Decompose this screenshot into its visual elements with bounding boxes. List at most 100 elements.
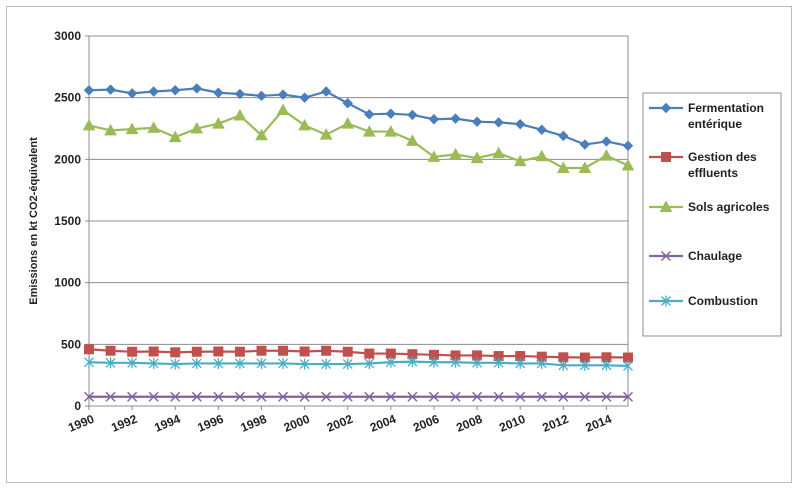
point-combustion (450, 356, 461, 368)
point-sols-agricoles (492, 146, 505, 159)
point-fermentation-enterique (191, 83, 203, 94)
point-combustion (342, 358, 353, 370)
point-combustion (407, 356, 418, 368)
point-chaulage (321, 391, 332, 402)
point-sols-agricoles (82, 118, 96, 131)
point-gestion-des-effluents (278, 345, 289, 356)
legend-label-combustion: Combustion (688, 294, 758, 308)
x-tick-label: 1996 (195, 412, 225, 435)
point-gestion-des-effluents (364, 348, 375, 359)
point-sols-agricoles (233, 109, 247, 121)
point-fermentation-enterique (536, 124, 547, 135)
point-gestion-des-effluents (256, 345, 267, 356)
point-fermentation-enterique (148, 86, 159, 97)
point-combustion (256, 357, 267, 369)
x-tick-label: 1994 (152, 412, 182, 435)
point-combustion (299, 358, 310, 370)
point-gestion-des-effluents (148, 346, 159, 357)
point-combustion (623, 360, 633, 372)
point-sols-agricoles (406, 134, 419, 146)
legend-label-fermentation-enterique: Fermentation (688, 101, 764, 115)
point-fermentation-enterique (342, 98, 353, 109)
y-axis-label: Emissions en kt CO2-équivalent (28, 137, 40, 305)
point-combustion (278, 357, 288, 369)
point-combustion (536, 357, 547, 369)
point-combustion (234, 357, 245, 369)
point-combustion (84, 356, 94, 368)
point-sols-agricoles (319, 128, 333, 140)
point-sols-agricoles (621, 158, 635, 171)
point-chaulage (342, 391, 353, 402)
point-chaulage (364, 391, 375, 402)
y-tick-label: 1000 (54, 276, 81, 290)
legend-label-gestion-des-effluents: effluents (688, 166, 738, 180)
point-sols-agricoles (362, 125, 376, 137)
series-line-combustion (88, 360, 629, 368)
point-fermentation-enterique (385, 108, 397, 119)
y-tick-label: 1500 (54, 214, 81, 228)
point-sols-agricoles (190, 121, 204, 134)
point-sols-agricoles (470, 151, 484, 164)
point-chaulage (493, 391, 504, 402)
point-chaulage (536, 391, 547, 402)
x-tick-label: 1990 (66, 412, 96, 435)
point-fermentation-enterique (277, 89, 289, 100)
point-sols-agricoles (449, 147, 462, 160)
point-chaulage (127, 391, 138, 402)
point-combustion (127, 357, 138, 369)
y-tick-label: 2000 (54, 152, 81, 166)
point-combustion (493, 357, 504, 369)
point-chaulage (407, 391, 418, 402)
legend-label-sols-agricoles: Sols agricoles (688, 200, 770, 214)
point-combustion (321, 358, 332, 370)
legend-label-gestion-des-effluents: Gestion des (688, 150, 757, 164)
x-tick-label: 1998 (239, 412, 269, 435)
point-combustion (191, 357, 202, 369)
point-combustion (385, 356, 396, 368)
point-chaulage (601, 391, 612, 402)
x-tick-label: 2004 (368, 412, 398, 435)
point-fermentation-enterique (83, 85, 95, 96)
point-sols-agricoles (276, 103, 290, 115)
point-sols-agricoles (513, 154, 527, 167)
point-fermentation-enterique (234, 88, 246, 100)
point-sols-agricoles (600, 149, 613, 161)
point-sols-agricoles (255, 128, 268, 141)
x-tick-label: 2012 (540, 412, 570, 435)
point-gestion-des-effluents (321, 345, 332, 356)
point-sols-agricoles (147, 121, 161, 133)
point-chaulage (472, 391, 483, 402)
point-combustion (579, 359, 590, 371)
point-sols-agricoles (578, 161, 592, 173)
point-gestion-des-effluents (213, 346, 224, 357)
point-combustion (601, 359, 612, 371)
point-gestion-des-effluents (127, 346, 138, 357)
point-fermentation-enterique (407, 109, 418, 121)
legend-marker-chaulage (660, 250, 672, 262)
point-combustion (148, 357, 159, 369)
point-sols-agricoles (535, 149, 549, 162)
point-chaulage (148, 391, 159, 402)
point-chaulage (558, 391, 569, 402)
point-sols-agricoles (298, 118, 311, 131)
point-sols-agricoles (384, 125, 398, 137)
x-tick-label: 2002 (325, 412, 355, 435)
legend-label-fermentation-enterique: entérique (688, 117, 742, 131)
y-tick-label: 2500 (54, 91, 81, 105)
point-fermentation-enterique (493, 117, 504, 128)
point-fermentation-enterique (450, 113, 461, 124)
point-chaulage (170, 391, 181, 402)
point-chaulage (385, 391, 396, 402)
point-gestion-des-effluents (234, 346, 245, 357)
point-fermentation-enterique (256, 90, 267, 102)
point-gestion-des-effluents (84, 344, 94, 355)
point-chaulage (450, 391, 461, 402)
point-fermentation-enterique (428, 114, 440, 125)
point-combustion (429, 356, 439, 368)
x-tick-label: 2008 (454, 412, 484, 435)
legend-marker-gestion-des-effluents (661, 152, 671, 162)
point-combustion (515, 357, 526, 369)
point-gestion-des-effluents (299, 346, 310, 357)
point-chaulage (213, 391, 224, 402)
